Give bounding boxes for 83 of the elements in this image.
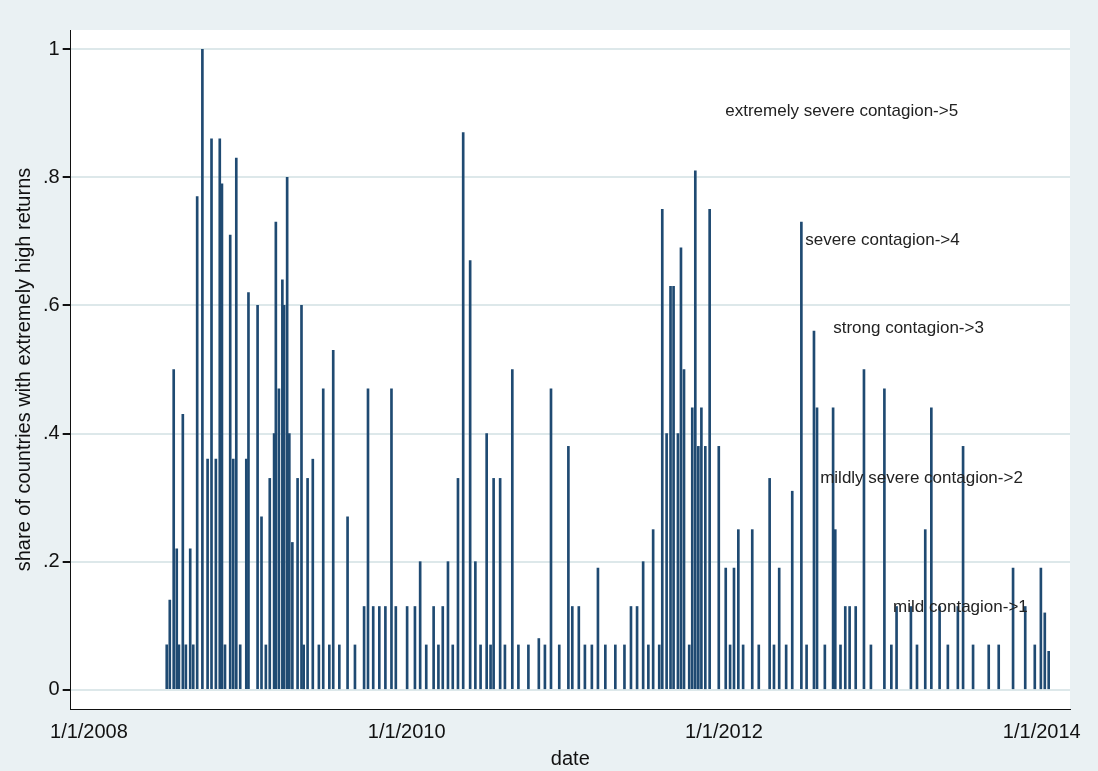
x-axis-title: date <box>550 746 590 769</box>
bar <box>647 644 650 690</box>
bar <box>854 606 858 690</box>
annotation: strong contagion->3 <box>833 318 984 338</box>
bar <box>1033 644 1037 690</box>
bar <box>371 606 375 690</box>
bar <box>750 529 754 690</box>
bar <box>724 567 728 690</box>
bar <box>669 285 672 690</box>
bar <box>195 196 199 690</box>
bar <box>623 644 626 690</box>
bar <box>660 209 664 690</box>
bar <box>441 606 445 690</box>
bar <box>461 132 465 690</box>
bar <box>432 606 435 690</box>
bar <box>210 138 213 690</box>
bar <box>247 292 250 690</box>
y-tick-label: .2 <box>42 549 60 572</box>
bar <box>228 234 232 690</box>
bar <box>717 446 721 690</box>
bar <box>848 606 851 690</box>
annotation: severe contagion->4 <box>805 230 960 250</box>
bar <box>188 548 192 690</box>
bar <box>800 221 803 690</box>
bar <box>201 48 204 690</box>
bar <box>390 388 393 690</box>
bar <box>311 458 315 690</box>
bar <box>474 561 477 690</box>
bar <box>768 478 771 690</box>
bar <box>300 305 303 690</box>
y-tick-label: 1 <box>48 36 60 59</box>
bar <box>923 529 927 690</box>
bar <box>451 644 455 690</box>
x-tick-label: 1/1/2012 <box>685 719 763 742</box>
bar <box>604 644 607 690</box>
y-tick-label: .8 <box>42 164 60 187</box>
bar <box>700 407 703 690</box>
y-tick-label: .4 <box>42 421 60 444</box>
bar <box>614 644 617 690</box>
bar <box>987 644 991 690</box>
bar <box>256 305 259 690</box>
bar <box>890 644 893 690</box>
bar <box>805 644 808 690</box>
x-tick-label: 1/1/2008 <box>50 719 128 742</box>
bar <box>181 414 185 690</box>
bar <box>485 433 488 690</box>
bar <box>479 644 482 690</box>
bar <box>346 516 349 690</box>
annotation: extremely severe contagion->5 <box>725 101 959 121</box>
bar <box>790 490 794 690</box>
bar <box>997 644 1001 690</box>
bar <box>708 209 711 690</box>
x-tick-label: 1/1/2010 <box>367 719 446 742</box>
bar <box>377 606 381 690</box>
bar <box>567 446 570 690</box>
x-tick-label: 1/1/2014 <box>1002 719 1081 742</box>
bar <box>337 644 341 690</box>
y-axis-title: share of countries with extremely high returns <box>11 167 34 572</box>
bar <box>306 478 309 690</box>
bar <box>839 644 842 690</box>
bar <box>737 529 740 690</box>
bar <box>557 644 561 690</box>
bar <box>424 644 428 690</box>
bar <box>843 606 847 690</box>
bar <box>384 606 387 690</box>
bar <box>218 138 222 690</box>
bar <box>331 349 335 690</box>
bar <box>172 369 176 690</box>
bar <box>517 644 520 690</box>
bar <box>577 606 581 690</box>
bar <box>321 388 325 690</box>
y-tick-label: .6 <box>42 292 60 315</box>
bar <box>537 638 541 690</box>
bar <box>527 644 530 690</box>
bar <box>510 369 514 690</box>
bar <box>777 567 781 690</box>
bar <box>492 478 495 690</box>
bar <box>672 285 675 690</box>
bar <box>693 170 697 690</box>
bar <box>268 478 272 690</box>
bar <box>234 157 238 690</box>
y-tick-label: 0 <box>48 677 60 700</box>
bar <box>757 644 761 690</box>
